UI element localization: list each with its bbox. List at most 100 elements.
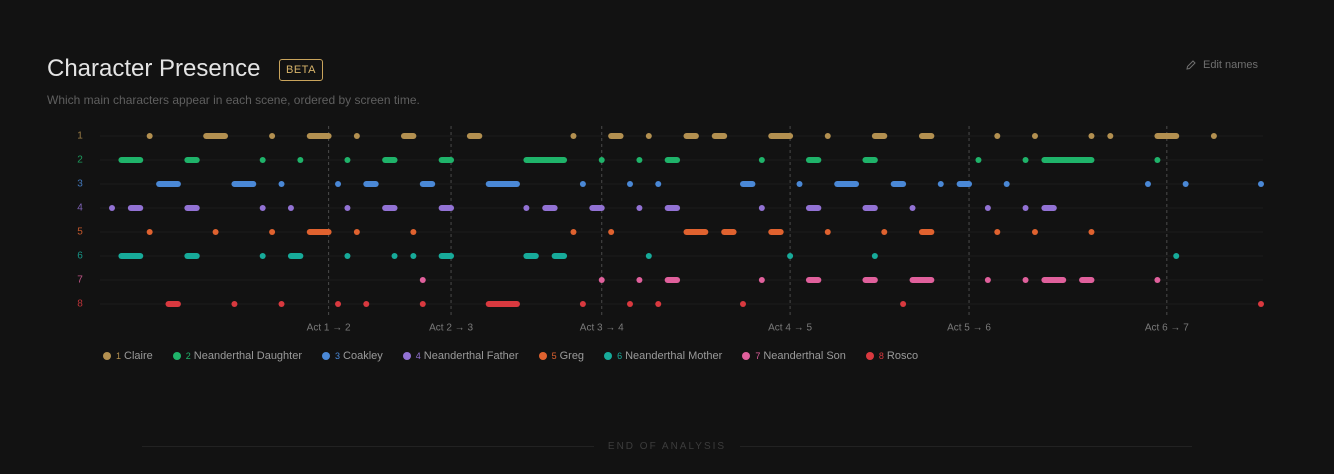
presence-dot [1258, 181, 1264, 187]
legend-number: 2 [185, 351, 191, 361]
legend-swatch [538, 352, 547, 360]
presence-dot [335, 301, 342, 307]
presence-dot [1173, 253, 1180, 259]
presence-dot [109, 205, 115, 211]
edit-names-label[interactable]: Edit names [1203, 59, 1259, 71]
act-label: Act 5 → 6 [947, 323, 991, 334]
act-label: Act 3 → 4 [580, 323, 624, 334]
legend-item: 4 Neanderthal Father [402, 350, 519, 362]
legend-number: 4 [415, 351, 421, 361]
presence-dot [636, 205, 643, 211]
presence-dot [758, 157, 765, 163]
legend-swatch [865, 352, 874, 360]
legend-item: 2 Neanderthal Daughter [172, 350, 303, 362]
legend-item: 5 Greg [538, 350, 584, 362]
legend-number: 5 [551, 351, 557, 361]
presence-dot [740, 301, 747, 307]
footer: END OF ANALYSIS [0, 441, 1334, 452]
presence-dot [419, 301, 426, 307]
presence-dot [259, 157, 266, 163]
presence-dot [579, 301, 586, 307]
presence-dot [1107, 133, 1114, 139]
legend-swatch [103, 352, 111, 360]
presence-dot [1031, 229, 1038, 235]
timeline-chart: 1 2 3 4 5 6 7 8 Act 1 → 2 Act 2 → 3 Act 3 → 4 Act 4… [77, 126, 1264, 334]
presence-dot [287, 205, 294, 211]
legend-number: 8 [878, 351, 884, 361]
footer-text: END OF ANALYSIS [607, 441, 727, 452]
legend-swatch [604, 352, 613, 360]
row-label: 3 [77, 179, 83, 190]
presence-dot [410, 229, 417, 235]
footer-rule [141, 446, 594, 447]
footer-rule [740, 446, 1193, 447]
act-label: Act 2 → 3 [429, 323, 473, 334]
presence-dot [1022, 277, 1029, 283]
presence-dot [523, 205, 530, 211]
badge: BETA [279, 59, 323, 81]
pencil-icon [1186, 60, 1196, 70]
presence-dot [1182, 181, 1189, 187]
presence-dot [636, 157, 643, 163]
legend-swatch [322, 352, 331, 360]
presence-dot [269, 133, 276, 139]
legend-item: 3 Coakley [322, 350, 383, 362]
presence-dot [975, 157, 982, 163]
title: Character Presence [47, 55, 261, 82]
presence-dot [353, 133, 360, 139]
presence-dot [259, 253, 266, 259]
presence-dot [391, 253, 398, 259]
legend-number: 3 [335, 351, 341, 361]
legend-swatch [742, 352, 751, 360]
row-label: 2 [77, 155, 83, 166]
act-label: Act 6 → 7 [1145, 323, 1189, 334]
presence-dot [598, 277, 605, 283]
presence-dot [645, 133, 652, 139]
presence-dot [787, 253, 794, 259]
presence-dot [900, 301, 907, 307]
presence-dot [1154, 277, 1161, 283]
presence-dot [1022, 205, 1029, 211]
presence-dot [1022, 157, 1029, 163]
presence-dot [231, 301, 238, 307]
presence-dot [146, 133, 153, 139]
act-label: Act 1 → 2 [307, 323, 351, 334]
legend-number: 7 [755, 351, 761, 361]
legend-item: 1 Claire [103, 350, 153, 362]
legend-name: Neanderthal Daughter [193, 350, 303, 362]
presence-dot [608, 229, 615, 235]
legend-item: 6 Neanderthal Mother [604, 350, 722, 362]
presence-dot [419, 277, 426, 283]
presence-dot [579, 181, 586, 187]
legend-swatch [172, 352, 181, 360]
presence-dot [344, 157, 351, 163]
presence-dot [278, 181, 285, 187]
legend-number: 6 [617, 351, 623, 361]
row-label: 7 [77, 275, 83, 286]
presence-dot [1154, 157, 1161, 163]
presence-dot [758, 205, 765, 211]
presence-dot [1088, 229, 1095, 235]
presence-dot [1031, 133, 1038, 139]
presence-dot [353, 229, 360, 235]
presence-dot [598, 157, 605, 163]
presence-dot [796, 181, 803, 187]
legend-item: 7 Neanderthal Son [742, 350, 846, 362]
presence-dot [758, 277, 765, 283]
presence-dot [984, 205, 991, 211]
presence-dot [212, 229, 219, 235]
presence-dot [655, 181, 662, 187]
presence-dot [1088, 133, 1095, 139]
row-label: 1 [77, 131, 83, 142]
presence-dot [655, 301, 662, 307]
presence-dot [1003, 181, 1010, 187]
presence-dot [626, 301, 633, 307]
legend-name: Neanderthal Mother [625, 350, 723, 362]
presence-dot [570, 133, 577, 139]
presence-dot [824, 133, 831, 139]
presence-dot [335, 181, 342, 187]
edit-names-button[interactable]: Edit names [1185, 59, 1258, 71]
presence-dot [269, 229, 276, 235]
legend-name: Rosco [886, 350, 919, 362]
